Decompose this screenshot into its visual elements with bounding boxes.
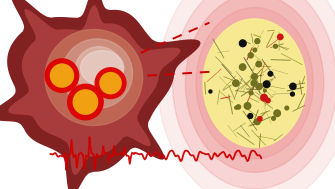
- Ellipse shape: [45, 29, 143, 125]
- Polygon shape: [0, 0, 201, 189]
- Circle shape: [257, 84, 262, 89]
- Ellipse shape: [75, 47, 122, 93]
- Ellipse shape: [196, 8, 313, 159]
- Circle shape: [253, 48, 257, 52]
- Ellipse shape: [203, 19, 306, 147]
- Circle shape: [261, 94, 267, 101]
- Circle shape: [258, 117, 262, 121]
- Circle shape: [236, 105, 241, 109]
- Circle shape: [45, 58, 79, 93]
- Circle shape: [264, 89, 266, 92]
- Circle shape: [235, 106, 238, 109]
- Ellipse shape: [186, 0, 324, 172]
- Circle shape: [94, 67, 127, 99]
- Circle shape: [254, 119, 260, 125]
- Circle shape: [244, 103, 251, 109]
- Circle shape: [50, 63, 74, 88]
- Circle shape: [73, 89, 98, 115]
- Circle shape: [256, 61, 262, 67]
- Circle shape: [249, 91, 253, 95]
- Circle shape: [233, 80, 239, 86]
- Circle shape: [274, 110, 280, 116]
- Circle shape: [255, 39, 260, 44]
- Circle shape: [240, 40, 246, 47]
- Circle shape: [248, 53, 253, 58]
- Circle shape: [209, 90, 212, 93]
- Circle shape: [67, 84, 104, 120]
- Circle shape: [290, 83, 296, 89]
- Ellipse shape: [62, 39, 133, 108]
- Polygon shape: [8, 5, 181, 175]
- Circle shape: [274, 44, 277, 48]
- Circle shape: [290, 92, 294, 96]
- Circle shape: [248, 114, 253, 119]
- Ellipse shape: [158, 0, 335, 189]
- Circle shape: [285, 106, 288, 110]
- Circle shape: [99, 72, 122, 94]
- Ellipse shape: [173, 0, 335, 189]
- Circle shape: [266, 98, 270, 103]
- Circle shape: [252, 74, 258, 80]
- Circle shape: [268, 72, 273, 76]
- Circle shape: [263, 81, 270, 88]
- Circle shape: [251, 80, 257, 86]
- Ellipse shape: [80, 51, 124, 85]
- Circle shape: [240, 64, 246, 70]
- Circle shape: [278, 34, 283, 40]
- Circle shape: [272, 116, 275, 120]
